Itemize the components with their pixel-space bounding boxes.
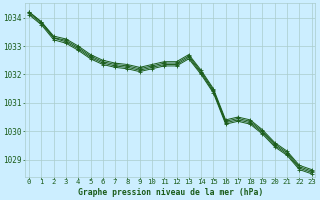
X-axis label: Graphe pression niveau de la mer (hPa): Graphe pression niveau de la mer (hPa) xyxy=(78,188,263,197)
